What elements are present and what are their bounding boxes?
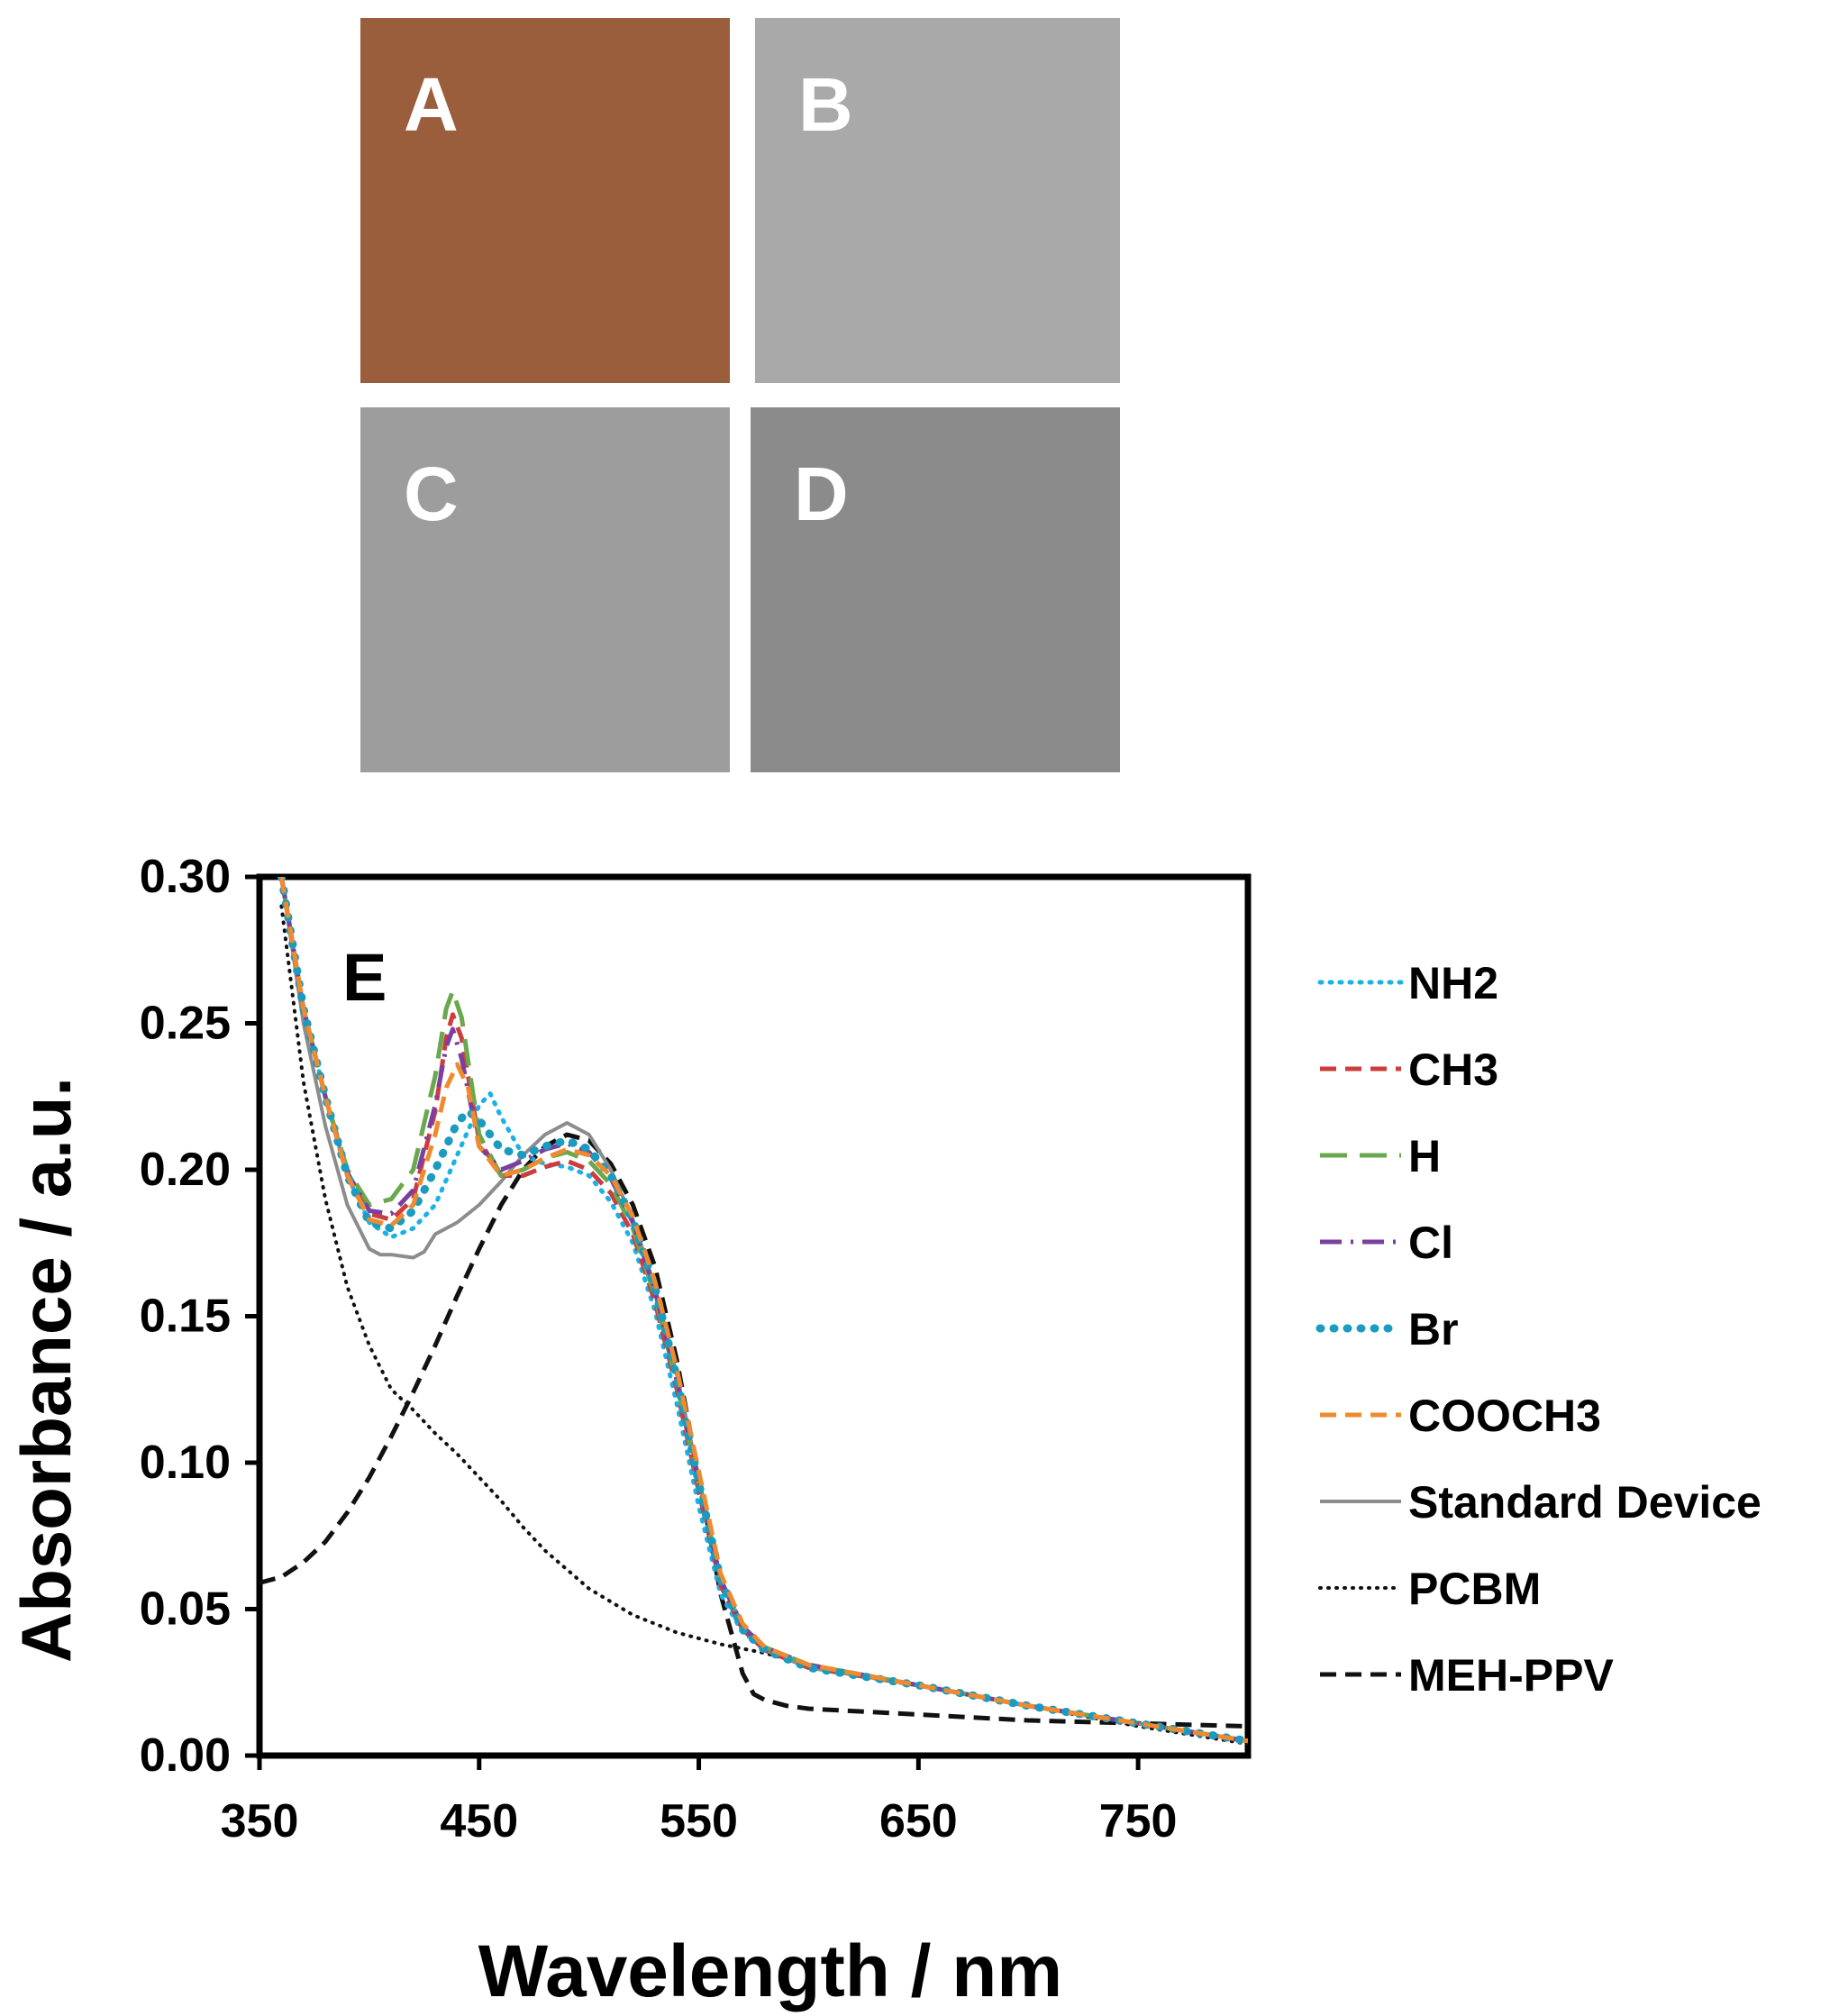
- sample-photo-b: B: [755, 18, 1120, 383]
- panel-label-e: E: [342, 940, 387, 1015]
- legend-label: PCBM: [1408, 1564, 1541, 1614]
- panel-label-d: D: [794, 452, 849, 536]
- y-axis-ticks: 0.00 0.05 0.10 0.15 0.20 0.25 0.30: [140, 851, 259, 1782]
- legend-label: COOCH3: [1408, 1391, 1601, 1441]
- series-line-nh2: [278, 877, 1248, 1744]
- panel-label-b: B: [798, 62, 853, 147]
- series-line-meh-ppv: [259, 1132, 1248, 1729]
- series-line-cooch3: [278, 877, 1248, 1744]
- legend-label: Standard Device: [1408, 1477, 1762, 1528]
- sample-photo-a: A: [360, 18, 730, 383]
- x-axis-ticks: 350 450 550 650 750: [221, 1756, 1178, 1847]
- y-tick-label: 0.20: [140, 1144, 231, 1196]
- sample-photo-c: C: [360, 407, 730, 772]
- legend-label: MEH-PPV: [1408, 1650, 1614, 1701]
- legend: NH2 CH3 H Cl Br COOCH3 Standard Device PCBM MEH-…: [1316, 958, 1762, 1701]
- x-tick-label: 450: [440, 1795, 518, 1847]
- y-tick-label: 0.30: [140, 851, 231, 903]
- panel-label-a: A: [404, 62, 459, 147]
- absorbance-chart: 0.00 0.05 0.10 0.15 0.20 0.25 0.30 350 450 550 65…: [6, 851, 1762, 2012]
- plot-border: [256, 873, 1252, 1759]
- legend-label: H: [1408, 1131, 1441, 1181]
- y-tick-label: 0.00: [140, 1729, 231, 1782]
- panel-label-c: C: [404, 452, 459, 536]
- legend-label: Cl: [1408, 1218, 1453, 1268]
- series-lines: [259, 877, 1248, 1746]
- x-tick-label: 550: [660, 1795, 738, 1847]
- legend-label: NH2: [1408, 958, 1498, 1008]
- x-tick-label: 350: [221, 1795, 299, 1847]
- y-tick-label: 0.15: [140, 1291, 231, 1343]
- legend-label: Br: [1408, 1304, 1459, 1355]
- series-line-pcbm: [279, 904, 1248, 1746]
- plot-frame: [256, 873, 1252, 1759]
- series-line-ch3: [278, 877, 1248, 1744]
- x-axis-label: Wavelength / nm: [478, 1930, 1062, 2012]
- y-tick-label: 0.10: [140, 1437, 231, 1489]
- x-tick-label: 650: [879, 1795, 958, 1847]
- series-line-h: [278, 877, 1248, 1744]
- legend-label: CH3: [1408, 1044, 1498, 1095]
- x-tick-label: 750: [1099, 1795, 1178, 1847]
- y-tick-label: 0.05: [140, 1583, 231, 1636]
- sample-photo-d: D: [751, 407, 1120, 772]
- series-line-br: [277, 877, 1248, 1746]
- series-line-cl: [278, 877, 1248, 1744]
- series-line-standard-device: [279, 877, 1248, 1743]
- y-tick-label: 0.25: [140, 998, 231, 1050]
- y-axis-label: Absorbance / a.u.: [6, 1077, 86, 1663]
